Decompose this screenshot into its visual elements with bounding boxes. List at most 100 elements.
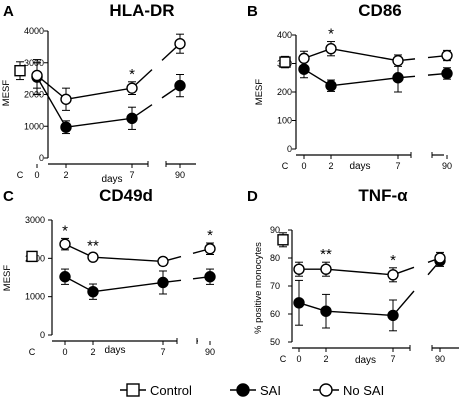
y-tick-label: 200 (277, 87, 292, 97)
x-tick-label: 7 (129, 170, 134, 180)
significance-marker: * (62, 222, 68, 239)
x-tick-label: 90 (175, 170, 185, 180)
panel-letter: B (247, 3, 258, 20)
panel-title: TNF-α (358, 186, 408, 205)
significance-marker: * (328, 26, 334, 43)
data-point-no-sai (320, 263, 332, 275)
series-line (330, 77, 399, 87)
data-point-no-sai (31, 69, 43, 82)
data-point-control (26, 250, 38, 263)
data-point-sai (441, 67, 453, 80)
x-tick-label: 7 (160, 347, 165, 357)
legend-item: Control (120, 383, 192, 398)
x-tick-label: 2 (63, 170, 68, 180)
series-line (36, 74, 67, 100)
data-point-no-sai (293, 263, 305, 275)
y-axis-label: MESF (1, 80, 12, 107)
x-tick-label: 90 (205, 347, 215, 357)
y-axis-label: MESF (254, 79, 265, 106)
data-point-no-sai (87, 251, 99, 263)
data-point-sai (204, 271, 216, 283)
series-line (92, 256, 164, 263)
data-point-no-sai (434, 252, 446, 264)
data-point-sai (157, 276, 169, 289)
x-axis-label: days (349, 161, 370, 172)
panel-b: BCD860100200300400MESFC02790days* (247, 1, 453, 172)
data-point-control (14, 64, 26, 77)
data-point-sai (320, 305, 332, 317)
significance-marker: * (207, 227, 213, 244)
significance-marker: * (129, 66, 135, 83)
y-tick-label: 90 (270, 225, 280, 235)
significance-marker: * (390, 252, 396, 269)
significance-marker: ** (87, 237, 99, 254)
x-tick-label: 90 (435, 354, 445, 364)
data-point-no-sai (441, 49, 453, 62)
x-axis-label: days (104, 345, 125, 356)
x-tick-label: 7 (390, 354, 395, 364)
series-line (36, 76, 67, 128)
y-tick-label: 70 (270, 281, 280, 291)
y-tick-label: 80 (270, 253, 280, 263)
panel-letter: C (3, 188, 14, 205)
data-point-control (279, 56, 291, 68)
data-point-sai (126, 112, 138, 125)
panel-title: CD86 (358, 1, 401, 20)
panel-c: CCD49d0100020003000MESFC02790days**** (2, 186, 216, 357)
y-tick-label: 4000 (24, 26, 44, 36)
series-line (330, 47, 399, 62)
x-tick-label: C (17, 170, 24, 180)
x-tick-label: 0 (62, 347, 67, 357)
panel-letter: A (3, 3, 14, 20)
x-tick-label: C (29, 347, 36, 357)
x-tick-label: 2 (323, 354, 328, 364)
data-point-sai (293, 297, 305, 309)
data-point-no-sai (126, 82, 138, 94)
legend-marker-circle (236, 383, 250, 397)
x-tick-label: 90 (442, 161, 452, 171)
y-tick-label: 3000 (25, 215, 45, 225)
legend-item: No SAI (313, 383, 384, 398)
y-axis-label: % positive monocytes (253, 242, 264, 334)
series-line (325, 310, 394, 317)
y-tick-label: 0 (40, 330, 45, 340)
data-point-no-sai (157, 255, 169, 268)
series-line (65, 117, 133, 128)
y-tick-label: 100 (277, 116, 292, 126)
series-line (92, 281, 164, 293)
legend-item: SAI (230, 383, 281, 398)
data-point-sai (325, 80, 337, 92)
y-tick-label: 0 (39, 153, 44, 163)
y-tick-label: 400 (277, 30, 292, 40)
x-tick-label: 0 (296, 354, 301, 364)
data-point-sai (60, 121, 72, 133)
y-tick-label: 1000 (25, 292, 45, 302)
panel-title: HLA-DR (109, 1, 174, 20)
data-point-no-sai (392, 54, 404, 67)
data-point-no-sai (174, 38, 186, 50)
data-point-no-sai (325, 42, 337, 55)
y-tick-label: 60 (270, 309, 280, 319)
data-point-sai (174, 79, 186, 92)
y-tick-label: 50 (270, 337, 280, 347)
x-axis-label: days (101, 174, 122, 185)
x-tick-label: 7 (395, 161, 400, 171)
data-point-sai (392, 72, 404, 84)
series-line (325, 268, 394, 276)
panel-title: CD49d (99, 186, 153, 205)
data-point-no-sai (60, 93, 72, 105)
legend-marker-circle (319, 383, 333, 397)
data-point-no-sai (204, 243, 216, 255)
data-point-sai (387, 309, 399, 322)
y-tick-label: 1000 (24, 121, 44, 131)
panel-d: D TNF-α 50 60 70 80 90 % positive monocytes C 0 2 7… (247, 186, 459, 366)
data-point-control (277, 234, 289, 246)
x-tick-label: 2 (90, 347, 95, 357)
legend-label: No SAI (343, 383, 384, 398)
legend-label: Control (150, 383, 192, 398)
data-point-sai (87, 285, 99, 298)
legend-marker-square (126, 383, 140, 397)
legend-label: SAI (260, 383, 281, 398)
panel-letter: D (247, 188, 258, 205)
